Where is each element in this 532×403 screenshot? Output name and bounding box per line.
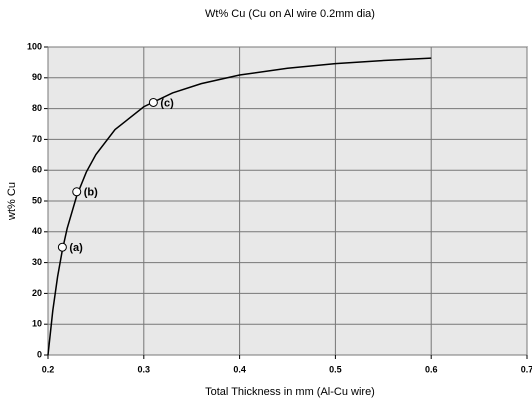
x-axis-label: Total Thickness in mm (Al-Cu wire) bbox=[205, 386, 375, 398]
y-tick-label: 40 bbox=[32, 226, 42, 236]
y-tick-label: 80 bbox=[32, 103, 42, 113]
y-tick-label: 70 bbox=[32, 134, 42, 144]
annotated-point bbox=[57, 242, 67, 252]
y-tick-label: 60 bbox=[32, 165, 42, 175]
x-tick-label: 0.3 bbox=[138, 364, 151, 374]
annotated-point bbox=[148, 97, 158, 107]
x-tick-label: 0.4 bbox=[233, 364, 246, 374]
y-tick-label: 50 bbox=[32, 195, 42, 205]
point-label: (c) bbox=[160, 97, 174, 109]
y-axis-label: wt% Cu bbox=[6, 182, 18, 221]
y-tick-label: 10 bbox=[32, 319, 42, 329]
y-tick-label: 20 bbox=[32, 288, 42, 298]
chart-title: Wt% Cu (Cu on Al wire 0.2mm dia) bbox=[205, 8, 375, 20]
y-tick-label: 100 bbox=[27, 41, 42, 51]
y-tick-label: 90 bbox=[32, 72, 42, 82]
y-tick-label: 0 bbox=[37, 349, 42, 359]
point-label: (a) bbox=[69, 242, 83, 254]
point-label: (b) bbox=[84, 187, 98, 199]
x-tick-label: 0.5 bbox=[329, 364, 342, 374]
x-tick-label: 0.6 bbox=[425, 364, 438, 374]
data-line bbox=[47, 57, 432, 356]
y-tick-label: 30 bbox=[32, 257, 42, 267]
annotated-point bbox=[72, 187, 82, 197]
x-tick-label: 0.2 bbox=[42, 364, 55, 374]
x-tick-label: 0.7 bbox=[521, 364, 532, 374]
